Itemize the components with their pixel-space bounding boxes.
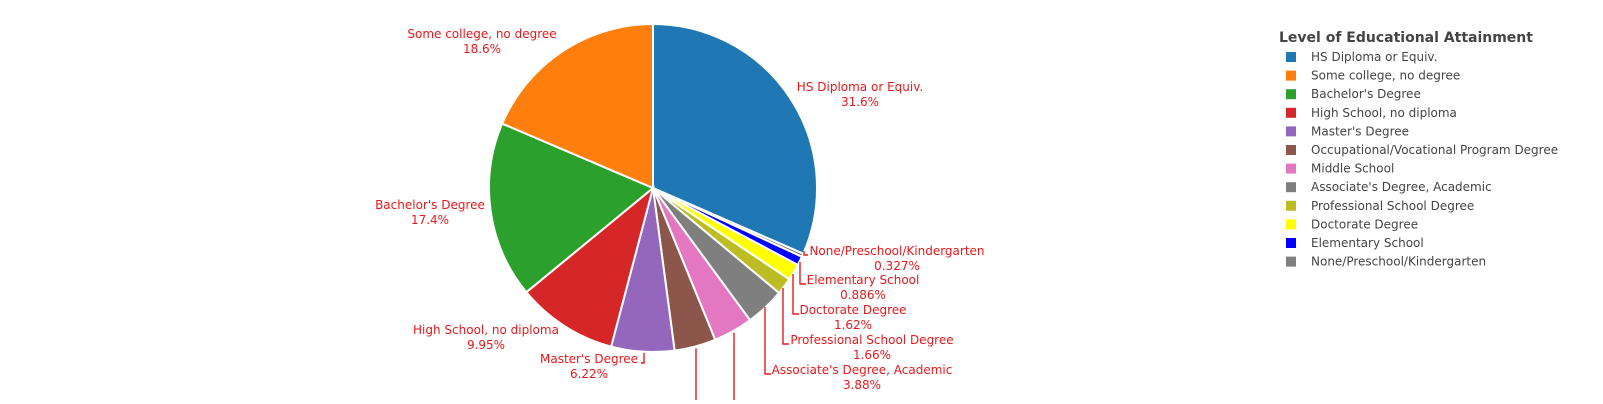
slice-label-bachelor-s-degree: Bachelor's Degree (375, 198, 485, 212)
slice-label-elementary-school: Elementary School (807, 273, 920, 287)
leader-line-doctorate-degree (792, 274, 799, 315)
legend-label: Doctorate Degree (1311, 217, 1418, 231)
pie-slice-hs-diploma-or-equiv[interactable] (652, 22, 818, 256)
slice-percent-hs-diploma-or-equiv: 31.6% (841, 95, 879, 109)
legend-item-none-preschool-kindergarten[interactable]: None/Preschool/Kindergarten (1286, 255, 1486, 269)
legend-item-doctorate-degree[interactable]: Doctorate Degree (1286, 217, 1418, 231)
legend-item-hs-diploma-or-equiv[interactable]: HS Diploma or Equiv. (1286, 50, 1437, 64)
legend-label: HS Diploma or Equiv. (1311, 50, 1437, 64)
slice-label-high-school-no-diploma: High School, no diploma (413, 323, 559, 337)
pie-slice-high-school-no-diploma[interactable] (524, 185, 655, 348)
legend-swatch (1286, 107, 1296, 118)
legend-swatch (1286, 256, 1296, 267)
slice-percent-doctorate-degree: 1.62% (834, 318, 872, 332)
slice-percent-elementary-school: 0.886% (840, 288, 886, 302)
slice-label-doctorate-degree: Doctorate Degree (799, 303, 906, 317)
slice-percent-professional-school-degree: 1.66% (853, 348, 891, 362)
legend-swatch (1286, 238, 1296, 248)
legend-label: None/Preschool/Kindergarten (1311, 255, 1486, 269)
legend-swatch (1286, 145, 1296, 155)
slice-percent-none-preschool-kindergarten: 0.327% (874, 259, 920, 273)
legend-label: Occupational/Vocational Program Degree (1311, 143, 1558, 157)
leader-line-associate-s-degree-academic (764, 307, 771, 375)
slice-percent-associate-s-degree-academic: 3.88% (843, 378, 881, 392)
legend-swatch (1286, 89, 1296, 100)
legend-swatch (1286, 70, 1296, 81)
legend-item-high-school-no-diploma[interactable]: High School, no diploma (1286, 106, 1457, 120)
legend-label: Associate's Degree, Academic (1311, 180, 1492, 194)
legend-label: Elementary School (1311, 236, 1424, 250)
leader-line-professional-school-degree (782, 288, 789, 345)
slice-label-master-s-degree: Master's Degree (540, 352, 638, 366)
pie-slice-bachelor-s-degree[interactable] (488, 122, 655, 294)
legend-swatch (1286, 52, 1296, 62)
legend: Level of Educational Attainment HS Diplo… (1279, 30, 1558, 269)
leader-line-none-preschool-kindergarten (803, 251, 808, 256)
legend-swatch (1286, 182, 1296, 193)
slice-label-some-college-no-degree: Some college, no degree (407, 27, 556, 41)
legend-item-some-college-no-degree[interactable]: Some college, no degree (1286, 69, 1460, 83)
legend-label: Some college, no degree (1311, 69, 1460, 83)
legend-item-associate-s-degree-academic[interactable]: Associate's Degree, Academic (1286, 180, 1492, 194)
leader-line-master-s-degree (641, 353, 645, 364)
legend-item-elementary-school[interactable]: Elementary School (1286, 236, 1424, 250)
legend-item-middle-school[interactable]: Middle School (1286, 162, 1394, 176)
pie-slice-some-college-no-degree[interactable] (500, 22, 654, 190)
slice-percent-master-s-degree: 6.22% (570, 367, 608, 381)
legend-item-master-s-degree[interactable]: Master's Degree (1286, 124, 1409, 138)
legend-item-professional-school-degree[interactable]: Professional School Degree (1286, 199, 1474, 213)
legend-label: Bachelor's Degree (1311, 87, 1421, 101)
slice-percent-some-college-no-degree: 18.6% (463, 42, 501, 56)
legend-item-occupational-vocational-program-degree[interactable]: Occupational/Vocational Program Degree (1286, 143, 1558, 157)
slice-label-associate-s-degree-academic: Associate's Degree, Academic (772, 363, 953, 377)
legend-label: Master's Degree (1311, 124, 1409, 138)
slice-label-none-preschool-kindergarten: None/Preschool/Kindergarten (809, 244, 984, 258)
legend-swatch (1286, 163, 1296, 174)
slice-label-hs-diploma-or-equiv: HS Diploma or Equiv. (797, 80, 923, 94)
slice-percent-high-school-no-diploma: 9.95% (467, 338, 505, 352)
slice-percent-bachelor-s-degree: 17.4% (411, 213, 449, 227)
legend-label: High School, no diploma (1311, 106, 1457, 120)
legend-swatch (1286, 200, 1296, 211)
pie-slices (488, 22, 818, 354)
legend-label: Middle School (1311, 162, 1394, 176)
pie-labels: HS Diploma or Equiv.31.6% None/Preschool/… (375, 27, 985, 400)
legend-swatch (1286, 126, 1296, 137)
slice-label-professional-school-degree: Professional School Degree (790, 333, 953, 347)
legend-title: Level of Educational Attainment (1279, 30, 1533, 46)
legend-swatch (1286, 219, 1296, 230)
legend-label: Professional School Degree (1311, 199, 1474, 213)
leader-line-elementary-school (799, 262, 806, 285)
legend-item-bachelor-s-degree[interactable]: Bachelor's Degree (1286, 87, 1421, 101)
